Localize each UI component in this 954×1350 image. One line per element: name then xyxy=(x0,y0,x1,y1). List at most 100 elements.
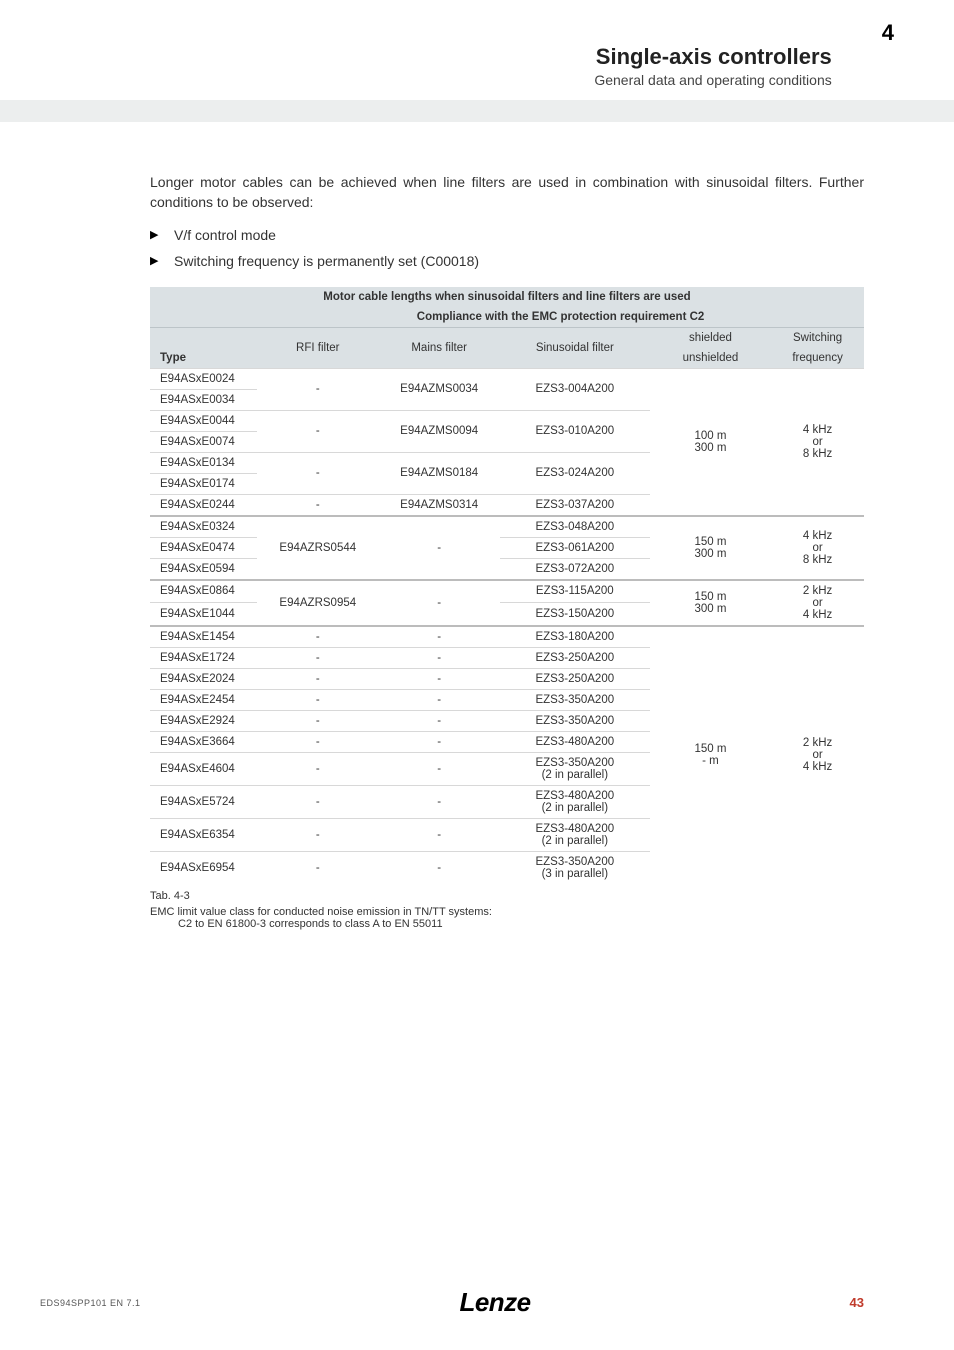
type-cell: E94ASxE6954 xyxy=(150,851,257,884)
freq-cell: 4 kHz or 8 kHz xyxy=(771,516,864,580)
list-item: Switching frequency is permanently set (… xyxy=(150,253,864,269)
rfi-cell: - xyxy=(257,851,378,884)
rfi-cell: - xyxy=(257,452,378,494)
freq-line: 8 kHz xyxy=(777,554,858,566)
type-cell: E94ASxE0024 xyxy=(150,368,257,389)
mains-cell: - xyxy=(378,626,499,648)
type-cell: E94ASxE2454 xyxy=(150,689,257,710)
sinus-cell: EZS3-250A200 xyxy=(500,668,650,689)
freq-line: or xyxy=(777,597,858,609)
intro-paragraph: Longer motor cables can be achieved when… xyxy=(150,172,864,213)
table-spacer xyxy=(150,307,257,328)
type-cell: E94ASxE0174 xyxy=(150,473,257,494)
rfi-cell: - xyxy=(257,494,378,516)
col-rfi: RFI filter xyxy=(257,327,378,368)
rfi-cell: E94AZRS0954 xyxy=(257,580,378,626)
freq-line: or xyxy=(777,542,858,554)
mains-cell: - xyxy=(378,785,499,818)
mains-cell: - xyxy=(378,710,499,731)
rfi-cell: - xyxy=(257,752,378,785)
table-note: EMC limit value class for conducted nois… xyxy=(150,906,864,918)
type-cell: E94ASxE3664 xyxy=(150,731,257,752)
freq-line: 4 kHz xyxy=(777,761,858,773)
compliance-header: Compliance with the EMC protection requi… xyxy=(257,307,864,328)
rfi-cell: - xyxy=(257,410,378,452)
mains-cell: - xyxy=(378,731,499,752)
cable-cell: 150 m - m xyxy=(650,626,771,884)
type-cell: E94ASxE1724 xyxy=(150,647,257,668)
mains-cell: E94AZMS0034 xyxy=(378,368,499,410)
sinus-cell: EZS3-072A200 xyxy=(500,558,650,580)
type-cell: E94ASxE2924 xyxy=(150,710,257,731)
section-number: 4 xyxy=(882,20,894,68)
sinus-cell: EZS3-004A200 xyxy=(500,368,650,410)
rfi-cell: - xyxy=(257,368,378,410)
sinus-parallel: (3 in parallel) xyxy=(542,868,608,880)
freq-line: 2 kHz xyxy=(777,737,858,749)
mains-cell: - xyxy=(378,668,499,689)
cable-unshielded: 300 m xyxy=(656,603,765,615)
type-cell: E94ASxE1044 xyxy=(150,603,257,626)
mains-cell: - xyxy=(378,647,499,668)
freq-cell: 2 kHz or 4 kHz xyxy=(771,626,864,884)
cable-unshielded: - m xyxy=(656,755,765,767)
footer-page-number: 43 xyxy=(850,1295,864,1310)
cable-shielded: 150 m xyxy=(656,591,765,603)
rfi-cell: E94AZRS0544 xyxy=(257,516,378,580)
type-cell: E94ASxE0244 xyxy=(150,494,257,516)
type-cell: E94ASxE4604 xyxy=(150,752,257,785)
col-unshielded: unshielded xyxy=(650,348,771,369)
cable-shielded: 100 m xyxy=(656,430,765,442)
mains-cell: - xyxy=(378,851,499,884)
cable-shielded: 150 m xyxy=(656,536,765,548)
table-title: Motor cable lengths when sinusoidal filt… xyxy=(150,287,864,307)
cable-shielded: 150 m xyxy=(656,743,765,755)
sinus-cell: EZS3-480A200(2 in parallel) xyxy=(500,785,650,818)
col-frequency: frequency xyxy=(771,348,864,369)
mains-cell: - xyxy=(378,818,499,851)
sinus-parallel: (2 in parallel) xyxy=(542,802,608,814)
doc-title: Single-axis controllers xyxy=(594,44,831,70)
rfi-cell: - xyxy=(257,647,378,668)
footer-doc-code: EDS94SPP101 EN 7.1 xyxy=(40,1298,141,1308)
type-cell: E94ASxE0594 xyxy=(150,558,257,580)
sinus-cell: EZS3-180A200 xyxy=(500,626,650,648)
type-cell: E94ASxE0134 xyxy=(150,452,257,473)
mains-cell: - xyxy=(378,516,499,580)
freq-cell: 2 kHz or 4 kHz xyxy=(771,580,864,626)
rfi-cell: - xyxy=(257,689,378,710)
type-cell: E94ASxE6354 xyxy=(150,818,257,851)
rfi-cell: - xyxy=(257,785,378,818)
sinus-cell: EZS3-048A200 xyxy=(500,516,650,538)
type-cell: E94ASxE0864 xyxy=(150,580,257,603)
header-band xyxy=(0,100,954,122)
page-footer: EDS94SPP101 EN 7.1 Lenze 43 xyxy=(0,1287,954,1318)
mains-cell: E94AZMS0314 xyxy=(378,494,499,516)
mains-cell: E94AZMS0094 xyxy=(378,410,499,452)
freq-line: or xyxy=(777,436,858,448)
mains-cell: - xyxy=(378,752,499,785)
sinus-val: EZS3-350A200 xyxy=(535,757,614,769)
type-cell: E94ASxE1454 xyxy=(150,626,257,648)
sinus-cell: EZS3-150A200 xyxy=(500,603,650,626)
sinus-cell: EZS3-010A200 xyxy=(500,410,650,452)
type-cell: E94ASxE0044 xyxy=(150,410,257,431)
rfi-cell: - xyxy=(257,731,378,752)
col-type: Type xyxy=(150,327,257,368)
table-note-indent: C2 to EN 61800-3 corresponds to class A … xyxy=(150,918,864,930)
rfi-cell: - xyxy=(257,668,378,689)
rfi-cell: - xyxy=(257,626,378,648)
footer-logo: Lenze xyxy=(459,1287,530,1318)
sinus-parallel: (2 in parallel) xyxy=(542,835,608,847)
sinus-val: EZS3-350A200 xyxy=(535,856,614,868)
sinus-val: EZS3-480A200 xyxy=(535,790,614,802)
doc-subtitle: General data and operating conditions xyxy=(594,72,831,88)
freq-cell: 4 kHz or 8 kHz xyxy=(771,368,864,516)
mains-cell: E94AZMS0184 xyxy=(378,452,499,494)
freq-line: 4 kHz xyxy=(777,530,858,542)
type-cell: E94ASxE5724 xyxy=(150,785,257,818)
cable-unshielded: 300 m xyxy=(656,442,765,454)
cable-cell: 150 m 300 m xyxy=(650,516,771,580)
freq-line: or xyxy=(777,749,858,761)
sinus-parallel: (2 in parallel) xyxy=(542,769,608,781)
